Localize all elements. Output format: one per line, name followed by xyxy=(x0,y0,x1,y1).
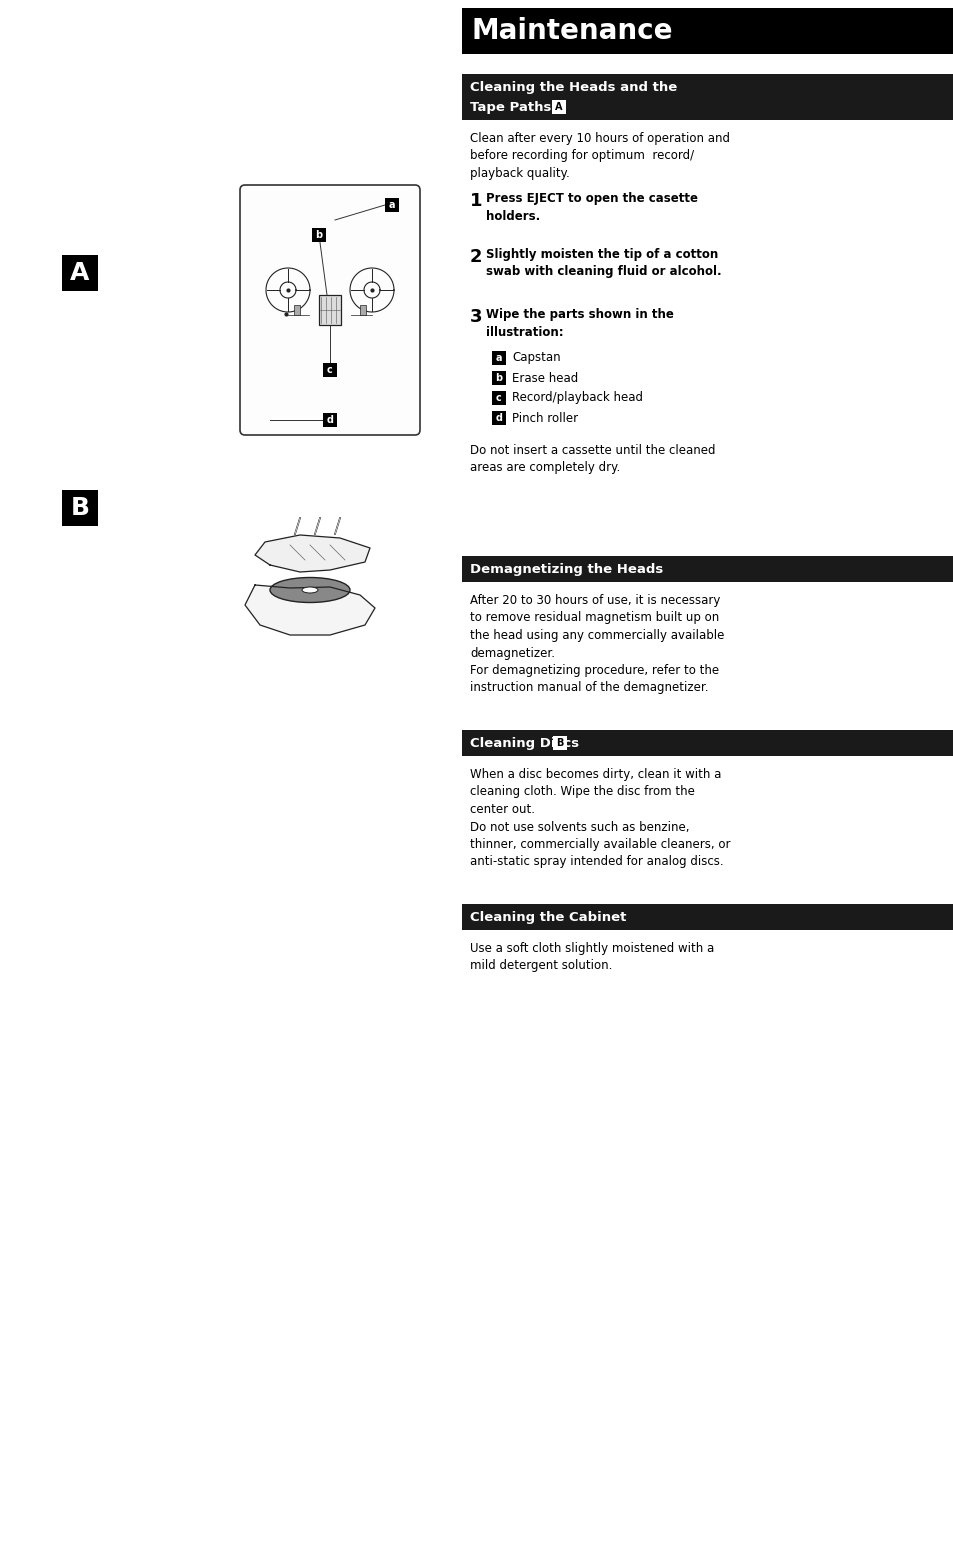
Text: A: A xyxy=(555,102,562,113)
Text: Record/playback head: Record/playback head xyxy=(512,392,642,404)
Text: c: c xyxy=(496,393,501,402)
Text: Tape Paths: Tape Paths xyxy=(470,100,560,113)
Text: c: c xyxy=(327,365,333,374)
Text: b: b xyxy=(315,230,322,240)
Bar xyxy=(323,413,336,428)
Bar xyxy=(461,730,953,756)
Text: After 20 to 30 hours of use, it is necessary
to remove residual magnetism built : After 20 to 30 hours of use, it is neces… xyxy=(470,594,723,694)
Text: Erase head: Erase head xyxy=(512,371,578,385)
Bar xyxy=(492,351,505,365)
Bar xyxy=(461,904,953,930)
Bar xyxy=(318,294,340,326)
Text: a: a xyxy=(496,352,501,363)
Text: Capstan: Capstan xyxy=(512,351,560,365)
Bar xyxy=(553,736,566,750)
Text: Do not insert a cassette until the cleaned
areas are completely dry.: Do not insert a cassette until the clean… xyxy=(470,445,715,474)
Text: Wipe the parts shown in the
illustration:: Wipe the parts shown in the illustration… xyxy=(485,309,673,338)
Text: a: a xyxy=(388,200,395,210)
Bar xyxy=(312,229,326,243)
Text: 3: 3 xyxy=(470,309,482,326)
Text: d: d xyxy=(495,413,502,423)
Text: Pinch roller: Pinch roller xyxy=(512,412,578,424)
Text: b: b xyxy=(495,373,502,384)
Text: Cleaning Discs: Cleaning Discs xyxy=(470,736,588,750)
Bar xyxy=(359,305,366,315)
Bar xyxy=(492,410,505,424)
Text: Cleaning the Cabinet: Cleaning the Cabinet xyxy=(470,910,626,924)
Text: Maintenance: Maintenance xyxy=(472,17,673,45)
Bar xyxy=(461,556,953,583)
Text: Use a soft cloth slightly moistened with a
mild detergent solution.: Use a soft cloth slightly moistened with… xyxy=(470,943,714,972)
Bar xyxy=(461,8,953,53)
Text: Clean after every 10 hours of operation and
before recording for optimum  record: Clean after every 10 hours of operation … xyxy=(470,132,729,180)
Text: 1: 1 xyxy=(470,193,482,210)
Bar xyxy=(552,100,565,114)
Bar xyxy=(492,371,505,385)
Bar xyxy=(62,490,98,526)
Text: When a disc becomes dirty, clean it with a
cleaning cloth. Wipe the disc from th: When a disc becomes dirty, clean it with… xyxy=(470,767,730,869)
Text: B: B xyxy=(556,738,563,749)
Bar xyxy=(461,74,953,121)
Bar xyxy=(323,363,336,377)
Text: 2: 2 xyxy=(470,247,482,266)
Bar xyxy=(62,255,98,291)
Bar xyxy=(492,392,505,406)
Ellipse shape xyxy=(270,578,350,603)
Bar xyxy=(294,305,299,315)
Bar xyxy=(385,197,398,211)
Text: Demagnetizing the Heads: Demagnetizing the Heads xyxy=(470,562,662,575)
Text: Press EJECT to open the casette
holders.: Press EJECT to open the casette holders. xyxy=(485,193,698,222)
Text: B: B xyxy=(71,496,90,520)
FancyBboxPatch shape xyxy=(240,185,419,435)
Text: A: A xyxy=(71,262,90,285)
Polygon shape xyxy=(245,586,375,634)
Text: d: d xyxy=(326,415,334,424)
Text: Cleaning the Heads and the: Cleaning the Heads and the xyxy=(470,80,677,94)
Polygon shape xyxy=(254,536,370,572)
Ellipse shape xyxy=(302,587,317,594)
Text: Slightly moisten the tip of a cotton
swab with cleaning fluid or alcohol.: Slightly moisten the tip of a cotton swa… xyxy=(485,247,720,279)
